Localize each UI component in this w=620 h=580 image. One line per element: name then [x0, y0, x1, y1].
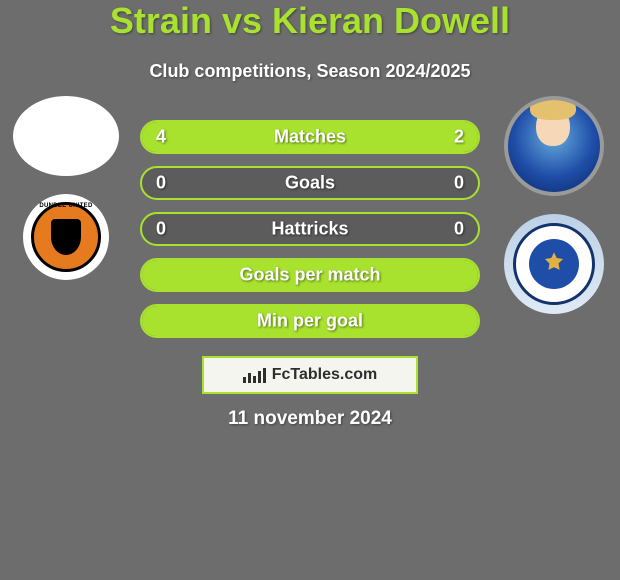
stat-value-left: 0 [156, 219, 166, 240]
stat-label: Goals per match [142, 265, 478, 286]
stat-label: Matches [142, 127, 478, 148]
chart-icon [243, 368, 266, 383]
stat-bar-goals: Goals0 0 [140, 166, 480, 200]
stat-bar-goals-per-match: Goals per match [140, 258, 480, 292]
stat-value-left: 4 [156, 127, 166, 148]
comparison-card: Strain vs Kieran Dowell Club competition… [0, 0, 620, 580]
stat-label: Goals [142, 173, 478, 194]
stat-value-right: 2 [454, 127, 464, 148]
player1-column: DUNDEE UNITED [8, 96, 124, 280]
stat-value-right: 0 [454, 173, 464, 194]
stat-bar-min-per-goal: Min per goal [140, 304, 480, 338]
stat-bar-matches: Matches4 2 [140, 120, 480, 154]
page-title: Strain vs Kieran Dowell [0, 0, 620, 45]
player1-photo [13, 96, 119, 176]
stat-bars: Matches42Goals00Hattricks00Goals per mat… [140, 120, 480, 350]
brand-text: FcTables.com [272, 366, 378, 384]
player2-club-badge [504, 214, 604, 314]
stat-value-left: 0 [156, 173, 166, 194]
stat-bar-hattricks: Hattricks0 0 [140, 212, 480, 246]
date-text: 11 november 2024 [0, 408, 620, 430]
stat-value-right: 0 [454, 219, 464, 240]
stat-label: Hattricks [142, 219, 478, 240]
player2-photo [504, 96, 604, 196]
subtitle: Club competitions, Season 2024/2025 [0, 61, 620, 82]
player2-column [496, 96, 612, 314]
stat-label: Min per goal [142, 311, 478, 332]
brand-badge[interactable]: FcTables.com [202, 356, 418, 394]
player1-club-badge: DUNDEE UNITED [23, 194, 109, 280]
